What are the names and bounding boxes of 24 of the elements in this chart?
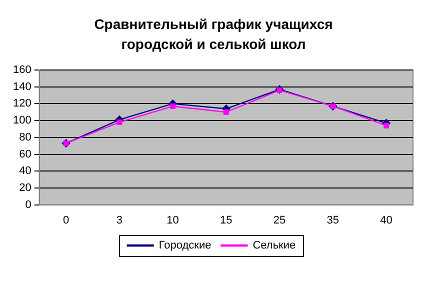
x-tick-label: 25 xyxy=(273,214,286,226)
y-tick-label: 60 xyxy=(19,148,32,160)
legend-label: Селькие xyxy=(252,240,296,252)
x-tick-label: 35 xyxy=(326,214,340,226)
point xyxy=(276,88,282,93)
point xyxy=(170,104,176,109)
y-tick-label: 120 xyxy=(12,98,32,110)
y-tick-label: 40 xyxy=(19,165,32,178)
legend-label: Городские xyxy=(158,240,212,252)
y-tick-label: 0 xyxy=(25,198,32,211)
point xyxy=(384,122,390,128)
x-tick-label: 0 xyxy=(62,214,70,226)
x-tick-label: 40 xyxy=(380,214,392,226)
x-tick-label: 15 xyxy=(220,214,232,226)
point xyxy=(223,109,229,115)
y-tick-label: 140 xyxy=(12,80,32,93)
y-tick-label: 160 xyxy=(12,64,32,76)
y-tick-label: 80 xyxy=(19,131,32,144)
y-tick-label: 100 xyxy=(12,114,32,127)
chart-title: Сравнительный график учащихся городской и селькой школ xyxy=(93,15,334,54)
point xyxy=(116,120,122,125)
x-tick-label: 3 xyxy=(116,214,122,226)
x-tick-label: 10 xyxy=(166,214,179,226)
y-tick-label: 20 xyxy=(19,182,32,194)
